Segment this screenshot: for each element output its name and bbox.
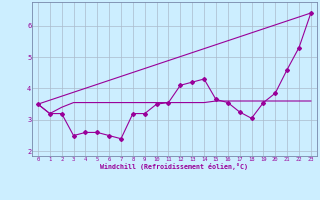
X-axis label: Windchill (Refroidissement éolien,°C): Windchill (Refroidissement éolien,°C) bbox=[100, 163, 248, 170]
